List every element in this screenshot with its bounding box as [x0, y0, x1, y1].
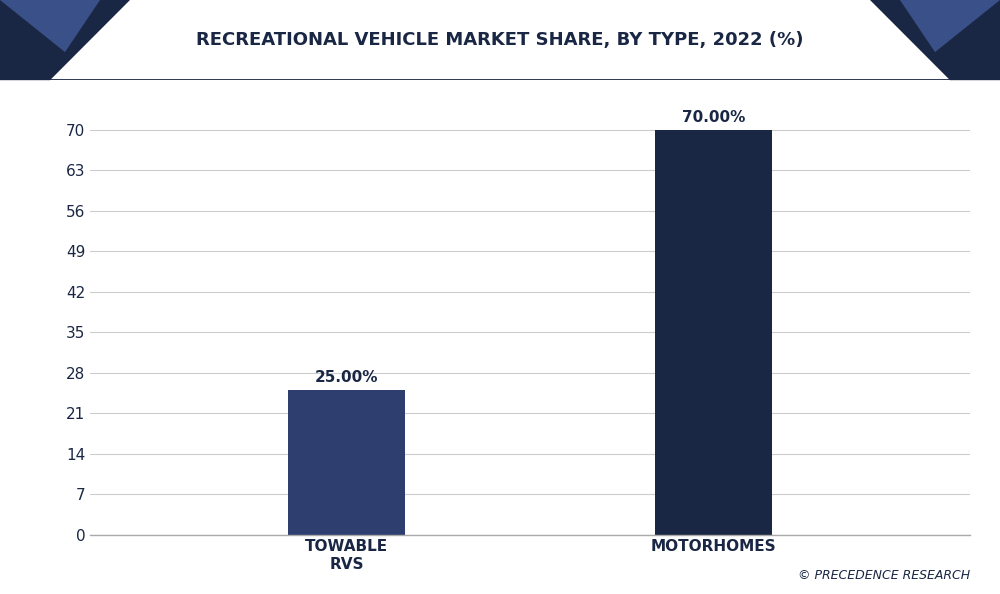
Polygon shape	[870, 0, 1000, 80]
Polygon shape	[900, 0, 1000, 52]
Polygon shape	[0, 0, 100, 52]
Text: 25.00%: 25.00%	[315, 370, 378, 386]
Bar	[288, 390, 405, 535]
Text: RECREATIONAL VEHICLE MARKET SHARE, BY TYPE, 2022 (%): RECREATIONAL VEHICLE MARKET SHARE, BY TY…	[196, 31, 804, 49]
Polygon shape	[0, 0, 130, 80]
Bar	[655, 129, 772, 535]
Text: 70.00%: 70.00%	[682, 110, 745, 125]
Text: © PRECEDENCE RESEARCH: © PRECEDENCE RESEARCH	[798, 569, 970, 582]
